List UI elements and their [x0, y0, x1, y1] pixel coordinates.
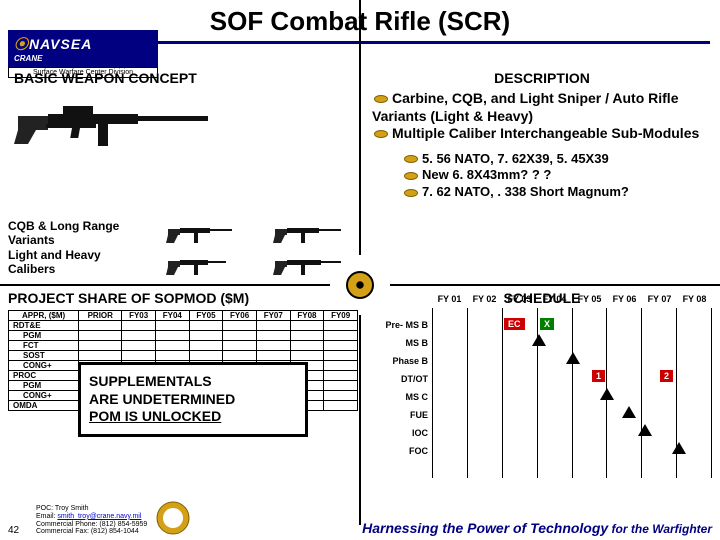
bullet-icon: [404, 172, 418, 180]
table-header-row: APPR, ($M)PRIORFY03FY04FY05FY06FY07FY08F…: [9, 311, 358, 321]
table-row: PGM: [9, 331, 358, 341]
poc-block: POC: Troy Smith Email: smith_troy@crane.…: [36, 505, 147, 536]
spec-line: 5. 56 NATO, 7. 62X39, 5. 45X39: [422, 151, 609, 166]
description-heading: DESCRIPTION: [372, 70, 712, 86]
supp-line: POM IS UNLOCKED: [89, 408, 221, 424]
tagline-1: Harnessing the Power of Technology: [362, 520, 608, 536]
spec-line: 7. 62 NATO, . 338 Short Magnum?: [422, 184, 629, 199]
rifle-variant-icon: [271, 219, 343, 247]
page-number: 42: [8, 525, 36, 536]
variants-label: CQB & Long Range Variants Light and Heav…: [8, 219, 148, 279]
milestone-tri-icon: [532, 334, 546, 346]
tagline-2: for the Warfighter: [612, 522, 712, 536]
rifle-main-icon: [8, 94, 228, 154]
quadrant-concept: BASIC WEAPON CONCEPT CQB & Long Range Va…: [8, 70, 358, 285]
tagline: Harnessing the Power of Technology for t…: [362, 520, 712, 536]
table-row: RDT&E: [9, 321, 358, 331]
crosshair-icon: [330, 255, 390, 315]
concept-heading: BASIC WEAPON CONCEPT: [14, 70, 358, 86]
supp-line: SUPPLEMENTALS: [89, 373, 212, 389]
poc-phone: Commercial Phone: (812) 854-5959: [36, 521, 147, 529]
table-row: SOST: [9, 351, 358, 361]
poc-email-label: Email:: [36, 513, 57, 520]
marker-one: 1: [592, 370, 605, 382]
spec-line: New 6. 8X43mm? ? ?: [422, 167, 551, 182]
bullet-icon: [374, 130, 388, 138]
milestone-tri-icon: [600, 388, 614, 400]
quadrant-schedule: SCHEDULE FY 01FY 02FY 03FY 04FY 05FY 06F…: [372, 290, 712, 500]
milestone-tri-icon: [672, 442, 686, 454]
seal-icon: [155, 500, 191, 536]
table-row: FCT: [9, 341, 358, 351]
milestone-tri-icon: [566, 352, 580, 364]
bullet-icon: [374, 95, 388, 103]
schedule-rows: Pre- MS BMS BPhase BDT/OTMS CFUEIOCFOC: [372, 316, 432, 460]
milestone-tri-icon: [622, 406, 636, 418]
schedule-chart: FY 01FY 02FY 03FY 04FY 05FY 06FY 07FY 08…: [372, 308, 712, 478]
supplementals-box: SUPPLEMENTALS ARE UNDETERMINED POM IS UN…: [78, 362, 308, 437]
quadrant-budget: PROJECT SHARE OF SOPMOD ($M) APPR, ($M)P…: [8, 290, 358, 500]
milestone-tri-icon: [638, 424, 652, 436]
marker-two: 2: [660, 370, 673, 382]
quadrant-description: DESCRIPTION Carbine, CQB, and Light Snip…: [372, 70, 712, 285]
desc-line: Multiple Caliber Interchangeable Sub-Mod…: [392, 125, 699, 141]
logo-brand: NAVSEA: [29, 36, 92, 52]
desc-line: Carbine, CQB, and Light Sniper / Auto Ri…: [372, 90, 679, 124]
marker-ec: EC: [504, 318, 525, 330]
budget-heading: PROJECT SHARE OF SOPMOD ($M): [8, 290, 358, 306]
bullet-icon: [404, 189, 418, 197]
poc-fax: Commercial Fax: (812) 854-1044: [36, 528, 147, 536]
marker-x: X: [540, 318, 554, 330]
supp-line: ARE UNDETERMINED: [89, 391, 235, 407]
poc-email-link[interactable]: smith_troy@crane.navy.mil: [57, 513, 141, 520]
poc-name: POC: Troy Smith: [36, 505, 147, 513]
logo-crane: CRANE: [14, 54, 152, 63]
bullet-icon: [404, 155, 418, 163]
fy-header: FY 01FY 02FY 03FY 04FY 05FY 06FY 07FY 08: [432, 294, 712, 304]
rifle-variant-icon: [164, 219, 236, 247]
rifle-variant-icon: [164, 251, 236, 279]
